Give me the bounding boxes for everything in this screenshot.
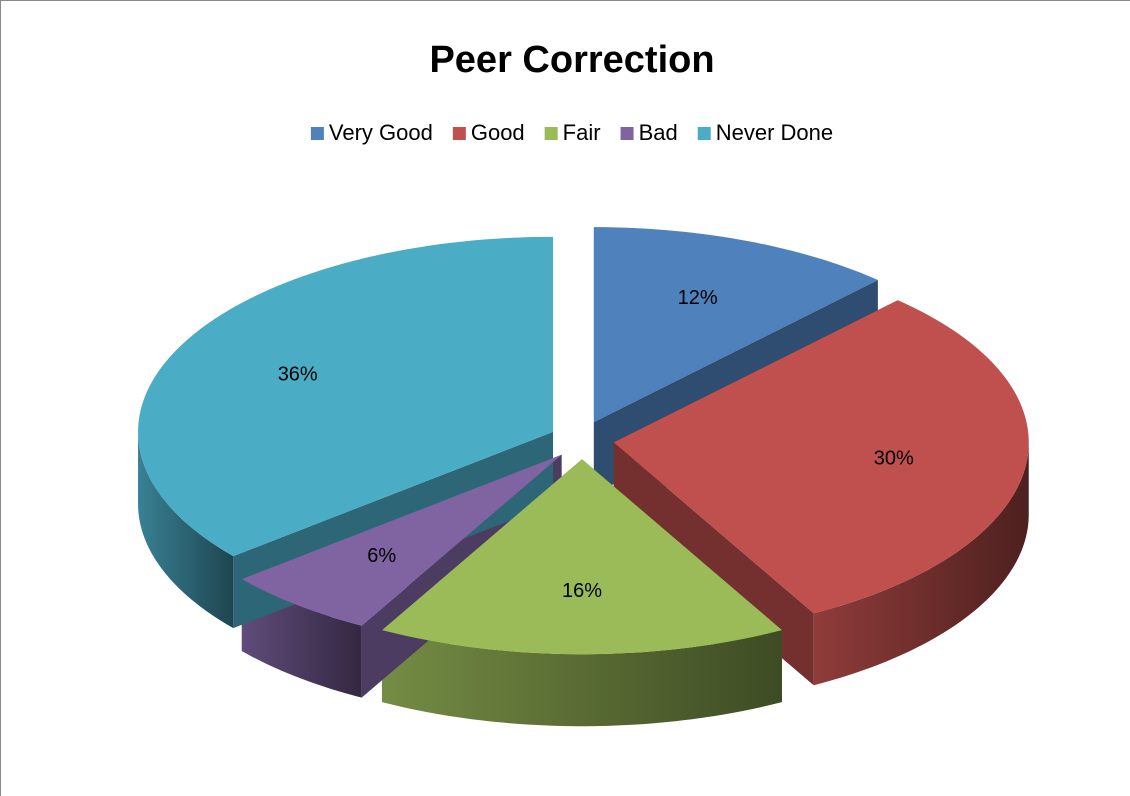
slice-wall [138, 431, 234, 629]
legend-swatch [697, 127, 711, 140]
slice-wall [813, 442, 1029, 686]
slice [241, 454, 562, 626]
data-label: 6% [367, 545, 396, 567]
data-label: 30% [874, 447, 914, 469]
legend-swatch [544, 127, 558, 140]
legend-label: Good [471, 120, 525, 145]
legend-label: Bad [639, 120, 678, 145]
legend-swatch [452, 127, 466, 140]
slice [593, 227, 878, 423]
legend-swatch [620, 127, 634, 140]
legend-swatch [310, 127, 324, 140]
legend-label: Fair [563, 120, 601, 145]
legend-label: Never Done [716, 120, 833, 145]
data-label: 36% [278, 364, 318, 386]
chart-title: Peer Correction [429, 39, 714, 81]
slice [138, 236, 554, 557]
slice-wall [382, 630, 782, 727]
legend: Very Good Good Fair Bad Never Done [310, 120, 833, 145]
pie-labels: 12% 30% 16% 6% 36% [278, 287, 914, 602]
slice [613, 300, 1029, 614]
pie-tops [138, 227, 1029, 655]
legend-label: Very Good [329, 120, 433, 145]
slice [382, 459, 782, 655]
data-label: 12% [678, 287, 718, 309]
data-label: 16% [562, 580, 602, 602]
